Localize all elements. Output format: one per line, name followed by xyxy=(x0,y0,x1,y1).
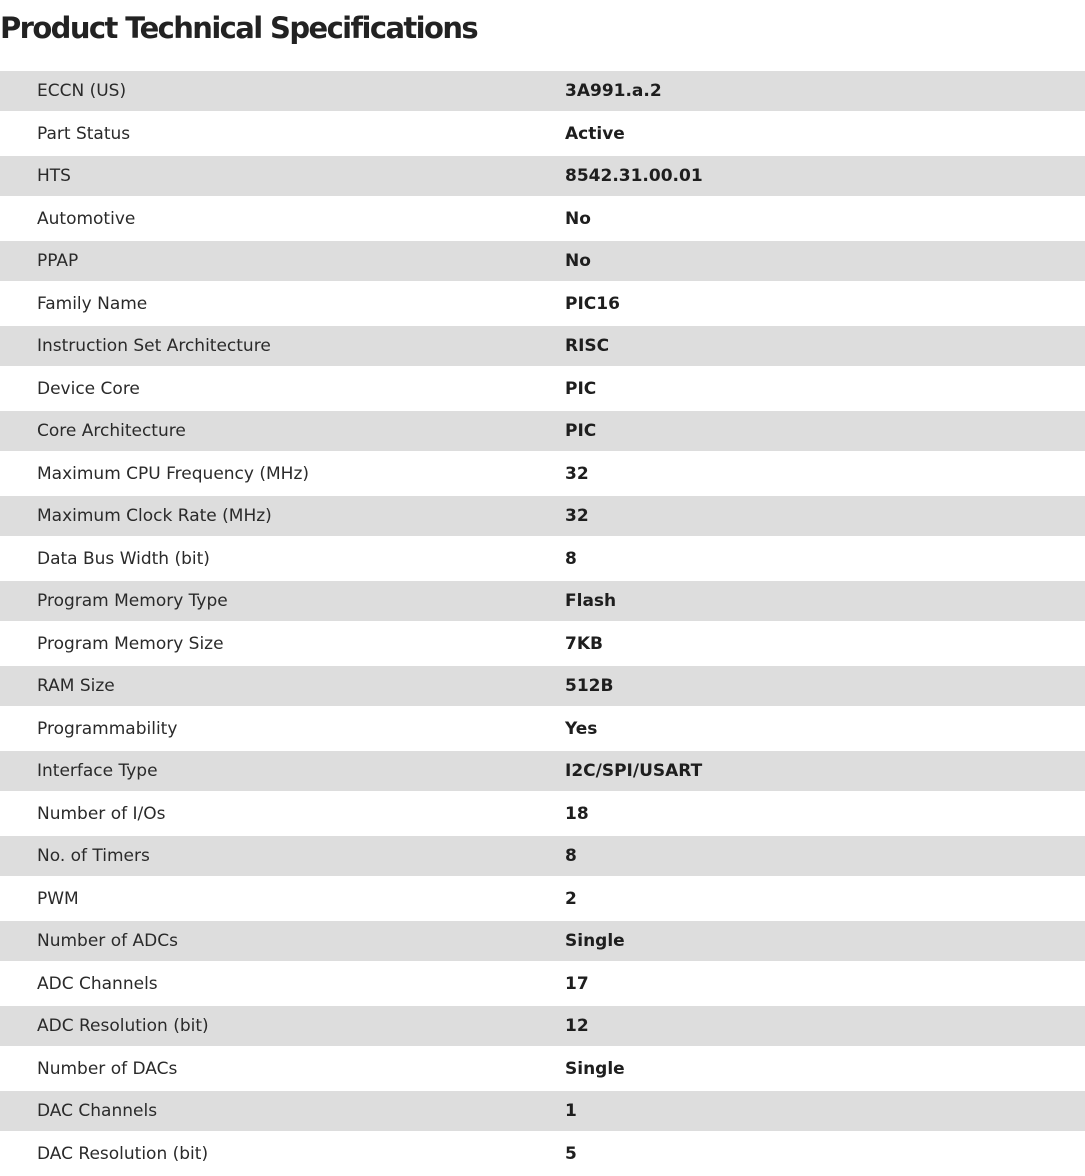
spec-row: Number of I/Os 18 xyxy=(0,791,1085,836)
spec-row: ECCN (US) 3A991.a.2 xyxy=(0,71,1085,111)
spec-label: DAC Resolution (bit) xyxy=(37,1143,209,1164)
spec-label: ADC Resolution (bit) xyxy=(37,1016,209,1036)
spec-label: HTS xyxy=(37,166,71,186)
spec-row: No. of Timers 8 xyxy=(0,836,1085,876)
spec-value: Single xyxy=(565,931,625,951)
spec-label: PWM xyxy=(37,888,79,909)
spec-label: Automotive xyxy=(37,208,136,229)
spec-row: Core Architecture PIC xyxy=(0,411,1085,451)
spec-row: HTS 8542.31.00.01 xyxy=(0,156,1085,196)
spec-value: I2C/SPI/USART xyxy=(565,761,703,781)
spec-row: Programmability Yes xyxy=(0,706,1085,751)
spec-label: Maximum CPU Frequency (MHz) xyxy=(37,463,309,484)
spec-value: 2 xyxy=(565,888,577,909)
spec-row: Instruction Set Architecture RISC xyxy=(0,326,1085,366)
spec-label: PPAP xyxy=(37,251,79,271)
spec-value: Yes xyxy=(565,718,598,739)
spec-value: 8 xyxy=(565,846,577,866)
spec-value: 32 xyxy=(565,463,589,484)
spec-value: PIC xyxy=(565,421,597,441)
spec-value: PIC xyxy=(565,378,597,399)
spec-value: 8542.31.00.01 xyxy=(565,166,703,186)
spec-row: DAC Channels 1 xyxy=(0,1091,1085,1131)
spec-row: Maximum CPU Frequency (MHz) 32 xyxy=(0,451,1085,496)
spec-value: RISC xyxy=(565,336,610,356)
spec-value: Flash xyxy=(565,591,617,611)
spec-label: Core Architecture xyxy=(37,421,186,441)
spec-label: Number of I/Os xyxy=(37,803,166,824)
spec-value: 3A991.a.2 xyxy=(565,81,662,101)
spec-row: PPAP No xyxy=(0,241,1085,281)
spec-value: 5 xyxy=(565,1143,577,1164)
spec-label: Data Bus Width (bit) xyxy=(37,548,210,569)
spec-row: Program Memory Type Flash xyxy=(0,581,1085,621)
spec-row: Number of DACs Single xyxy=(0,1046,1085,1091)
spec-label: Interface Type xyxy=(37,761,158,781)
spec-row: DAC Resolution (bit) 5 xyxy=(0,1131,1085,1176)
spec-label: Number of DACs xyxy=(37,1058,178,1079)
spec-value: 8 xyxy=(565,548,577,569)
spec-label: Programmability xyxy=(37,718,178,739)
spec-row: Maximum Clock Rate (MHz) 32 xyxy=(0,496,1085,536)
spec-value: 7KB xyxy=(565,633,603,654)
spec-row: ADC Channels 17 xyxy=(0,961,1085,1006)
spec-value: 32 xyxy=(565,506,589,526)
spec-value: Single xyxy=(565,1058,625,1079)
spec-row: PWM 2 xyxy=(0,876,1085,921)
spec-row: Interface Type I2C/SPI/USART xyxy=(0,751,1085,791)
spec-label: Maximum Clock Rate (MHz) xyxy=(37,506,272,526)
spec-row: Data Bus Width (bit) 8 xyxy=(0,536,1085,581)
spec-value: 12 xyxy=(565,1016,589,1036)
spec-label: Family Name xyxy=(37,293,148,314)
spec-value: PIC16 xyxy=(565,293,620,314)
spec-label: No. of Timers xyxy=(37,846,150,866)
spec-row: Part Status Active xyxy=(0,111,1085,156)
spec-label: Number of ADCs xyxy=(37,931,178,951)
spec-label: Program Memory Size xyxy=(37,633,224,654)
spec-label: ECCN (US) xyxy=(37,81,127,101)
spec-label: Part Status xyxy=(37,123,131,144)
page-title: Product Technical Specifications xyxy=(0,11,479,45)
spec-label: DAC Channels xyxy=(37,1101,158,1121)
spec-value: Active xyxy=(565,123,625,144)
spec-row: Number of ADCs Single xyxy=(0,921,1085,961)
spec-value: 512B xyxy=(565,676,614,696)
spec-value: 1 xyxy=(565,1101,577,1121)
spec-row: Device Core PIC xyxy=(0,366,1085,411)
spec-row: ADC Resolution (bit) 12 xyxy=(0,1006,1085,1046)
spec-row: Program Memory Size 7KB xyxy=(0,621,1085,666)
spec-value: No xyxy=(565,251,591,271)
spec-label: ADC Channels xyxy=(37,973,158,994)
spec-value: 17 xyxy=(565,973,589,994)
spec-table: ECCN (US) 3A991.a.2 Part Status Active HTS 85… xyxy=(0,71,1085,1176)
spec-label: Instruction Set Architecture xyxy=(37,336,271,356)
spec-row: Family Name PIC16 xyxy=(0,281,1085,326)
spec-row: Automotive No xyxy=(0,196,1085,241)
spec-row: RAM Size 512B xyxy=(0,666,1085,706)
spec-value: No xyxy=(565,208,591,229)
spec-label: Device Core xyxy=(37,378,140,399)
spec-label: RAM Size xyxy=(37,676,115,696)
spec-value: 18 xyxy=(565,803,589,824)
spec-label: Program Memory Type xyxy=(37,591,228,611)
